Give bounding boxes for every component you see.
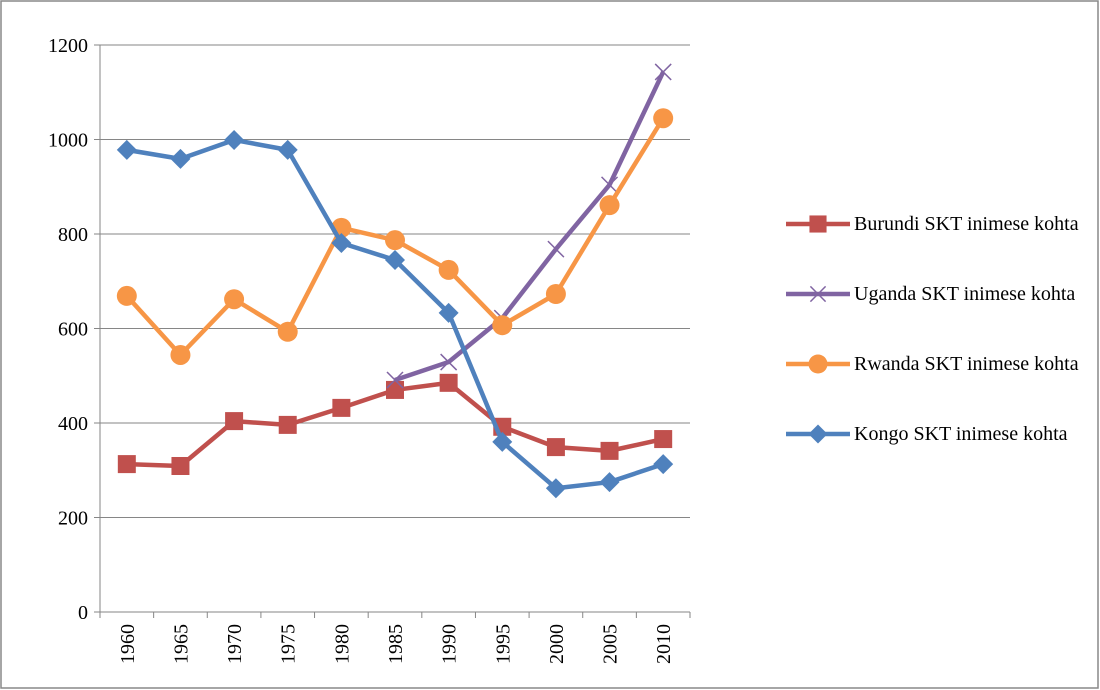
- legend-swatch: [786, 424, 850, 444]
- marker: [224, 129, 245, 150]
- x-tick-label: 2000: [546, 624, 568, 664]
- legend-label: Uganda SKT inimese kohta: [854, 283, 1076, 305]
- marker: [438, 302, 459, 323]
- legend-label: Kongo SKT inimese kohta: [854, 423, 1068, 445]
- marker: [547, 240, 565, 258]
- x-tick-label: 1975: [278, 624, 300, 664]
- y-tick-label: 1200: [48, 35, 88, 57]
- y-tick-label: 1000: [48, 130, 88, 152]
- marker: [224, 289, 245, 310]
- legend-swatch: [786, 215, 850, 233]
- legend-item: Uganda SKT inimese kohta: [784, 275, 1094, 345]
- legend-label: Rwanda SKT inimese kohta: [854, 353, 1079, 375]
- y-tick-label: 600: [58, 319, 88, 341]
- marker: [225, 412, 244, 431]
- legend-label: Burundi SKT inimese kohta: [854, 213, 1079, 235]
- marker: [439, 373, 458, 392]
- marker: [116, 139, 137, 160]
- marker: [809, 285, 827, 303]
- marker: [808, 424, 828, 444]
- x-tick-label: 2010: [653, 624, 675, 664]
- marker: [116, 285, 137, 306]
- marker: [600, 441, 619, 460]
- marker: [170, 344, 191, 365]
- y-tick-label: 0: [78, 602, 88, 624]
- marker: [332, 398, 351, 417]
- marker: [277, 321, 298, 342]
- marker: [385, 230, 405, 251]
- x-tick-label: 1985: [385, 624, 407, 664]
- marker: [492, 315, 513, 336]
- marker: [386, 380, 404, 399]
- series-line: [394, 70, 666, 383]
- marker: [331, 232, 352, 253]
- marker: [545, 478, 566, 499]
- y-tick-label: 200: [58, 508, 88, 530]
- marker: [599, 195, 620, 216]
- x-tick-label: 2005: [600, 624, 622, 664]
- marker: [492, 431, 513, 452]
- marker: [599, 472, 620, 493]
- marker: [808, 354, 828, 374]
- x-tick-label: 1960: [117, 624, 139, 664]
- y-tick-label: 800: [58, 224, 88, 246]
- legend-item: Rwanda SKT inimese kohta: [784, 345, 1094, 415]
- marker: [171, 456, 190, 475]
- legend: Burundi SKT inimese kohta Uganda SKT inim…: [784, 205, 1094, 485]
- x-tick-label: 1970: [224, 624, 246, 664]
- marker: [654, 430, 673, 449]
- x-tick-label: 1980: [331, 624, 353, 664]
- marker: [386, 371, 404, 389]
- x-tick-label: 1965: [170, 624, 192, 664]
- marker: [546, 438, 565, 457]
- y-tick-label: 400: [58, 413, 88, 435]
- legend-swatch: [786, 354, 850, 374]
- marker: [654, 63, 672, 81]
- x-tick-label: 1990: [439, 624, 461, 664]
- marker: [601, 176, 619, 194]
- legend-swatch: [786, 285, 850, 303]
- marker: [170, 148, 191, 169]
- marker: [440, 353, 458, 371]
- marker: [438, 259, 459, 280]
- marker: [277, 139, 298, 160]
- marker: [545, 284, 566, 305]
- marker: [653, 108, 674, 129]
- marker: [653, 454, 674, 475]
- marker: [278, 415, 297, 434]
- marker: [117, 455, 136, 474]
- x-tick-label: 1995: [492, 624, 514, 664]
- legend-item: Burundi SKT inimese kohta: [784, 205, 1094, 275]
- marker: [809, 215, 827, 233]
- legend-item: Kongo SKT inimese kohta: [784, 415, 1094, 485]
- marker: [385, 249, 405, 270]
